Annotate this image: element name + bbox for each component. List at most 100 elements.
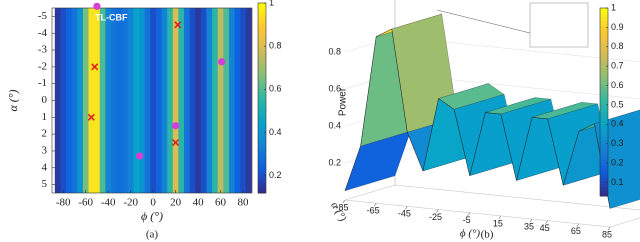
heatmap-cell bbox=[66, 8, 73, 193]
heatmap-cell bbox=[110, 8, 118, 193]
heatmap-cell bbox=[94, 8, 101, 193]
x-tick bbox=[529, 218, 533, 223]
y-tick-label: -5 bbox=[38, 10, 48, 22]
colorbar-tick-label: 0.3 bbox=[611, 138, 624, 148]
colorbar-cell bbox=[600, 23, 608, 28]
heatmap-cell bbox=[184, 8, 191, 193]
colorbar-cell bbox=[600, 149, 608, 153]
colorbar-cell bbox=[600, 61, 608, 65]
heatmap-cell bbox=[245, 8, 252, 193]
colorbar-cell bbox=[258, 170, 266, 175]
colorbar-cell bbox=[600, 29, 608, 34]
colorbar-tick-label: 0.2 bbox=[269, 170, 282, 180]
colorbar-cell bbox=[600, 177, 608, 181]
colorbar-cell bbox=[258, 98, 266, 102]
colorbar-cell bbox=[600, 86, 608, 90]
x-tick-label: 80 bbox=[238, 197, 250, 209]
heatmap-cell bbox=[234, 8, 241, 193]
x-axis-label: ϕ (°) bbox=[141, 209, 163, 223]
colorbar-cell bbox=[600, 183, 608, 188]
colorbar-cell bbox=[258, 177, 266, 181]
colorbar-cell bbox=[258, 132, 266, 137]
x-tick-label: -20 bbox=[123, 197, 138, 209]
colorbar-cell bbox=[600, 26, 608, 31]
colorbar-tick-label: 0.6 bbox=[269, 84, 282, 94]
colorbar-cell bbox=[600, 33, 608, 37]
colorbar-cell bbox=[600, 89, 608, 94]
heatmap-cell bbox=[77, 8, 84, 193]
inset-connector bbox=[436, 9, 531, 34]
colorbar-cell bbox=[258, 164, 266, 169]
colorbar-cell bbox=[258, 18, 266, 23]
colorbar-cell bbox=[258, 31, 266, 36]
colorbar-cell bbox=[600, 164, 608, 169]
colorbar-cell bbox=[600, 58, 608, 62]
y-tick-label: -2 bbox=[38, 60, 47, 72]
x-tick-label: -40 bbox=[101, 197, 116, 209]
caption: (a) bbox=[146, 229, 159, 241]
colorbar-cell bbox=[258, 53, 266, 58]
colorbar-cell bbox=[258, 15, 266, 20]
colorbar-cell bbox=[600, 14, 608, 18]
heatmap-cell bbox=[161, 8, 168, 193]
colorbar-cell bbox=[258, 155, 266, 159]
z-axis-label: Power bbox=[338, 87, 349, 116]
colorbar-cell bbox=[600, 111, 608, 116]
colorbar-cell bbox=[600, 180, 608, 184]
colorbar-cell bbox=[600, 36, 608, 40]
colorbar-cell bbox=[600, 117, 608, 122]
heatmap-cell bbox=[223, 8, 230, 193]
y-tick-label: 5 bbox=[42, 178, 48, 190]
colorbar-cell bbox=[258, 82, 266, 86]
colorbar-cell bbox=[258, 47, 266, 51]
colorbar-tick-label: 0.4 bbox=[269, 127, 282, 137]
z-tick-label: 0.2 bbox=[328, 157, 341, 167]
x-marker bbox=[172, 138, 180, 147]
colorbar-cell bbox=[258, 37, 266, 42]
colorbar-cell bbox=[600, 51, 608, 56]
colorbar-cell bbox=[258, 63, 266, 67]
colorbar-tick-label: 1 bbox=[611, 2, 616, 12]
colorbar-cell bbox=[258, 139, 266, 143]
x-tick bbox=[405, 206, 408, 210]
x-tick bbox=[607, 226, 611, 231]
colorbar-cell bbox=[258, 91, 266, 96]
y-tick-label: 0 bbox=[42, 94, 48, 106]
colorbar-cell bbox=[600, 11, 608, 15]
colorbar-cell bbox=[600, 127, 608, 131]
dot-marker bbox=[93, 2, 101, 10]
surface-edge bbox=[344, 28, 611, 209]
colorbar-cell bbox=[600, 67, 608, 72]
heatmap-cell bbox=[60, 8, 67, 193]
heatmap-cell bbox=[206, 8, 213, 193]
heatmap-cell bbox=[155, 8, 162, 193]
colorbar-cell bbox=[258, 104, 266, 108]
colorbar-cell bbox=[600, 192, 608, 197]
colorbar-cell bbox=[600, 64, 608, 69]
z-tick-label: 0.4 bbox=[328, 120, 341, 130]
heatmap-cell bbox=[133, 8, 140, 193]
x-tick-label: -5 bbox=[463, 215, 471, 225]
x-tick-label: -80 bbox=[56, 197, 71, 209]
heatmap-cell bbox=[217, 8, 224, 193]
colorbar-cell bbox=[258, 69, 266, 74]
heatmap-cell bbox=[228, 8, 235, 193]
heatmap-cell bbox=[200, 8, 207, 193]
colorbar-cell bbox=[600, 39, 608, 43]
y-tick-label: -1 bbox=[38, 77, 47, 89]
x-tick-label: 85 bbox=[602, 229, 612, 239]
colorbar-cell bbox=[258, 66, 266, 70]
z-tick-label: 0.8 bbox=[328, 46, 341, 56]
colorbar-cell bbox=[258, 60, 266, 64]
colorbar-cell bbox=[258, 142, 266, 146]
colorbar-cell bbox=[600, 145, 608, 150]
colorbar-cell bbox=[258, 22, 266, 26]
x-marker bbox=[87, 113, 95, 121]
colorbar-cell bbox=[258, 151, 266, 156]
colorbar-cell bbox=[600, 130, 608, 134]
heatmap bbox=[54, 8, 252, 193]
x-tick-label: -85 bbox=[335, 202, 348, 212]
heatmap-cell bbox=[150, 8, 157, 193]
colorbar-cell bbox=[600, 105, 608, 109]
colorbar-cell bbox=[258, 9, 266, 13]
